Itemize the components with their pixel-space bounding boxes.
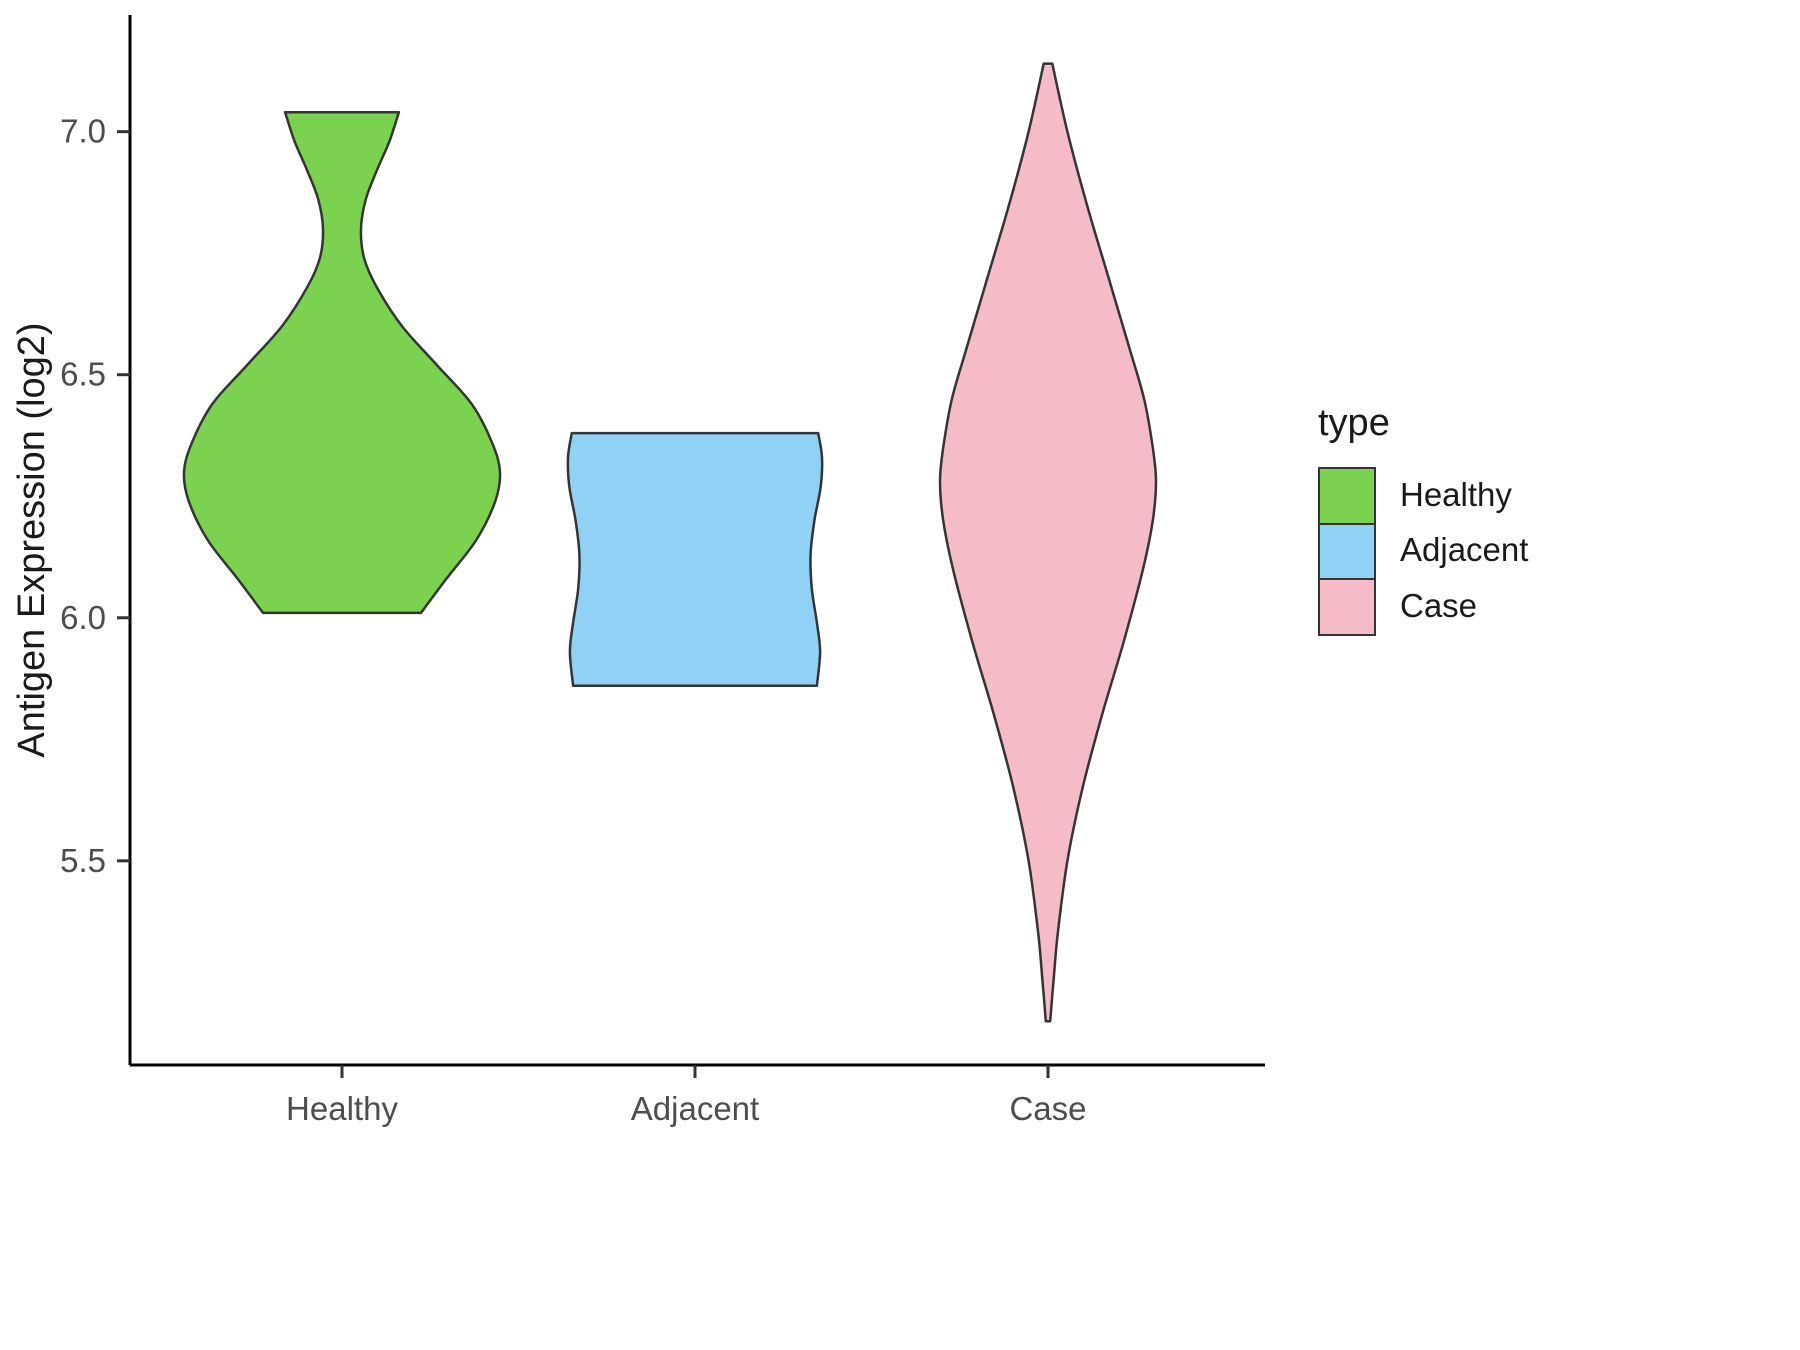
x-tick-label: Healthy bbox=[286, 1090, 398, 1127]
legend-label: Healthy bbox=[1400, 475, 1512, 513]
y-tick-label: 6.5 bbox=[60, 356, 106, 393]
y-axis-title: Antigen Expression (log2) bbox=[11, 322, 53, 757]
x-tick-label: Adjacent bbox=[631, 1090, 759, 1127]
legend-swatch-healthy bbox=[1318, 467, 1376, 525]
y-tick-label: 5.5 bbox=[60, 842, 106, 879]
legend-label: Case bbox=[1400, 586, 1478, 624]
legend-swatch-adjacent bbox=[1318, 522, 1376, 581]
y-tick-label: 6.0 bbox=[60, 599, 106, 636]
legend-item-case: Case bbox=[1318, 578, 1528, 636]
legend-label: Adjacent bbox=[1400, 531, 1529, 569]
legend: type Healthy Adjacent Case bbox=[1318, 402, 1529, 636]
legend-swatch-case bbox=[1318, 578, 1376, 636]
legend-title: type bbox=[1318, 402, 1390, 444]
violin-adjacent bbox=[566, 431, 824, 688]
x-tick-label: Case bbox=[1009, 1090, 1086, 1127]
legend-item-adjacent: Adjacent bbox=[1318, 522, 1529, 581]
violin-healthy bbox=[182, 110, 502, 615]
violin-case bbox=[938, 62, 1158, 1023]
legend-items: Healthy Adjacent Case bbox=[1318, 467, 1529, 636]
y-tick-label: 7.0 bbox=[60, 113, 106, 150]
legend-item-healthy: Healthy bbox=[1318, 467, 1528, 525]
